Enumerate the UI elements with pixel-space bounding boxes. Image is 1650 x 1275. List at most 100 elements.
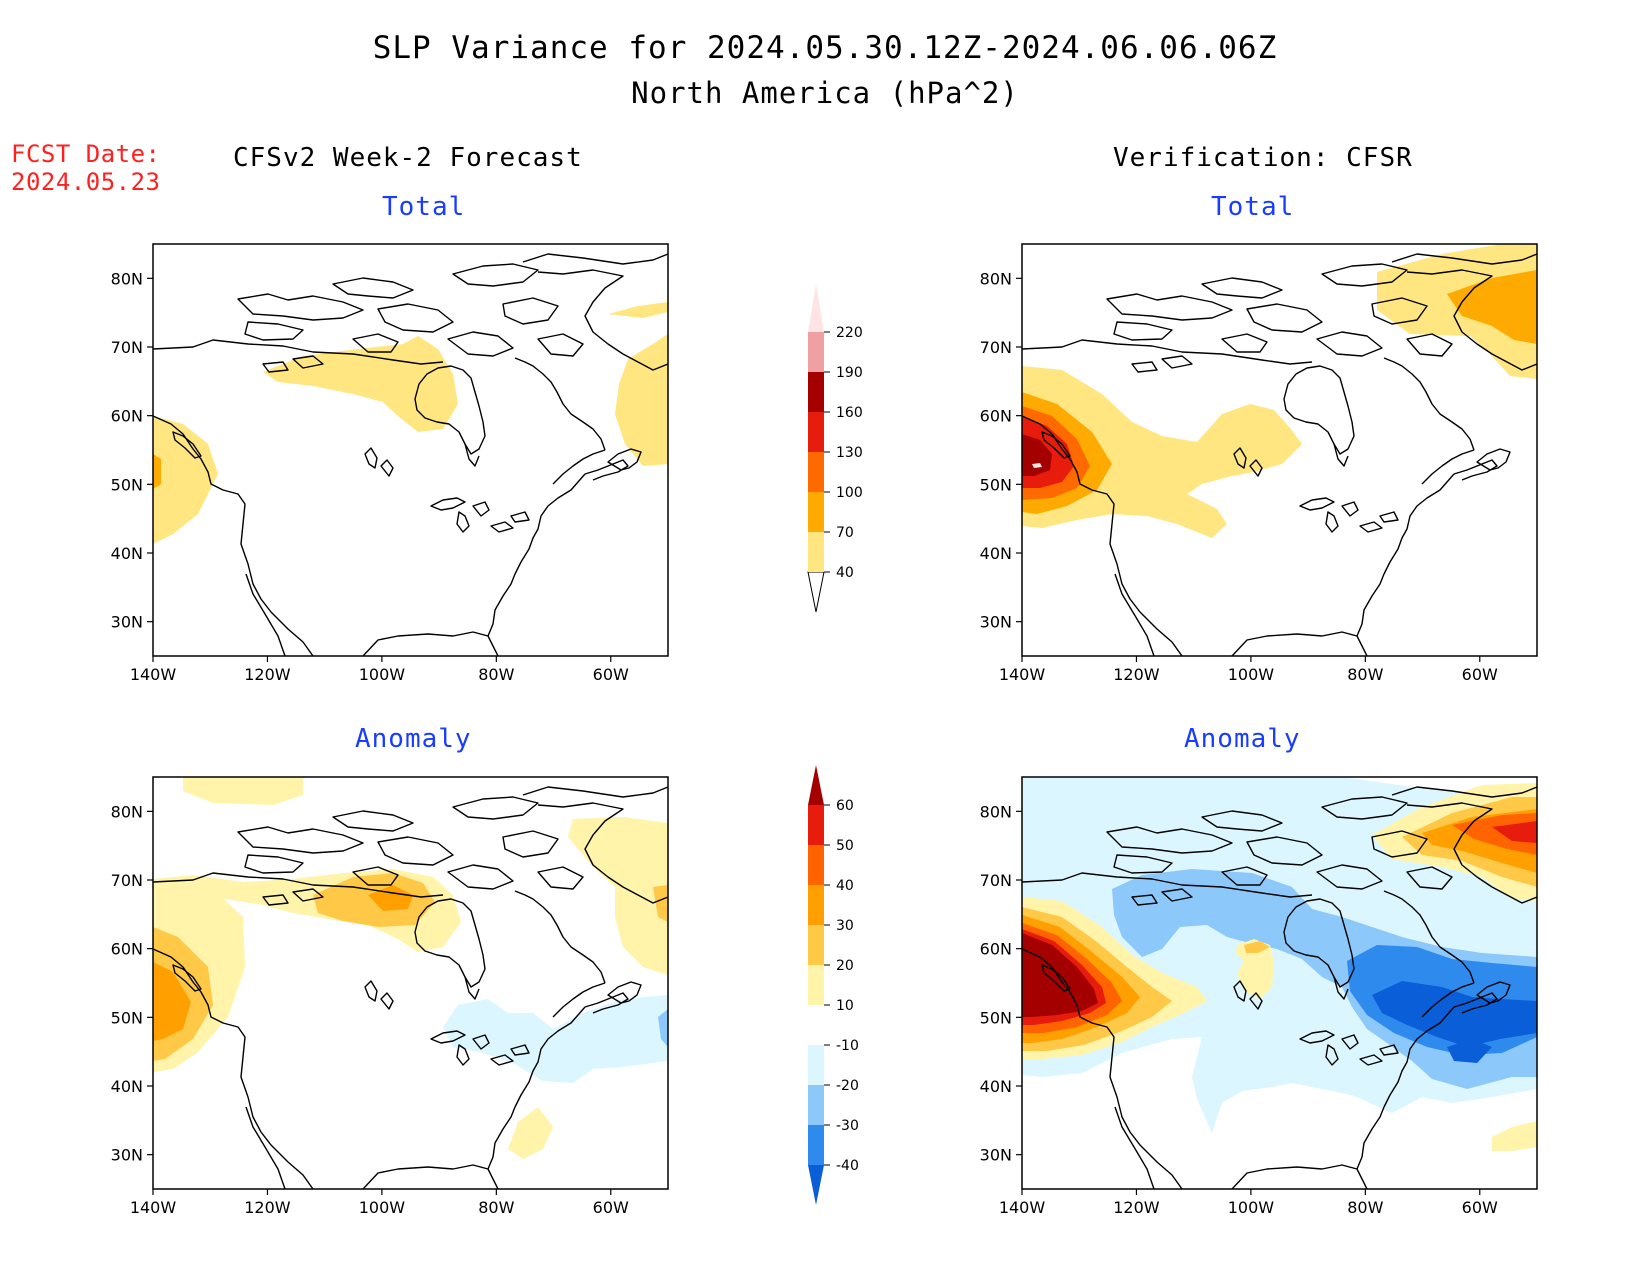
lon-tick-label: 100W [1228, 665, 1275, 684]
colorbar-label: -30 [836, 1118, 859, 1134]
colorbar-label: 30 [836, 918, 854, 934]
colorbar-label: -10 [836, 1038, 859, 1054]
colorbar-lower-extension [807, 571, 825, 613]
fcst-label: FCST Date: [11, 140, 161, 168]
verification-anomaly-map [1022, 777, 1537, 1189]
colorbar-label: -20 [836, 1078, 859, 1094]
colorbar-swatch [808, 1005, 824, 1045]
lat-tick-label: 30N [980, 1146, 1012, 1165]
lon-tick-label: 100W [359, 1198, 406, 1217]
colorbar-label: 10 [836, 998, 854, 1014]
lon-tick-label: 80W [478, 1198, 514, 1217]
lon-tick-label: 100W [359, 665, 406, 684]
colorbar-label: -40 [836, 1158, 859, 1174]
main-title: SLP Variance for 2024.05.30.12Z-2024.06.… [372, 30, 1278, 66]
lon-tick-label: 120W [244, 1198, 291, 1217]
colorbar-label: 190 [836, 365, 863, 381]
colorbar-label: 70 [836, 525, 854, 541]
lon-tick-label: 60W [1462, 1198, 1498, 1217]
lat-tick-label: 30N [980, 613, 1012, 632]
main-subtitle: North America (hPa^2) [631, 76, 1019, 110]
lat-tick-label: 60N [980, 940, 1012, 959]
lat-tick-label: 80N [980, 802, 1012, 821]
lat-tick-label: 70N [980, 871, 1012, 890]
forecast-anomaly-title: Anomaly [355, 724, 472, 754]
colorbar-upper-extension [808, 284, 824, 332]
verification-anomaly-title: Anomaly [1184, 724, 1301, 754]
lon-tick-label: 140W [130, 1198, 177, 1217]
colorbar-swatch [808, 1125, 824, 1165]
lon-tick-label: 120W [244, 665, 291, 684]
colorbar-swatch [808, 452, 824, 492]
fcst-date: 2024.05.23 [11, 168, 161, 196]
map-axes: 80N 70N 60N 50N 40N 30N 140W 120W 100W 80W 60W 80N 7… [111, 269, 1498, 1217]
lon-tick-label: 80W [478, 665, 514, 684]
colorbar-swatch [808, 372, 824, 412]
lon-tick-label: 120W [1113, 1198, 1160, 1217]
forecast-total-panel [152, 243, 669, 657]
lat-tick-label: 70N [980, 338, 1012, 357]
colorbar-lower-extension [808, 1165, 824, 1205]
colorbar-swatch [808, 925, 824, 965]
lat-tick-label: 50N [980, 475, 1012, 494]
colorbar-label: 160 [836, 405, 863, 421]
colorbar-swatch [808, 885, 824, 925]
lat-tick-label: 40N [111, 544, 143, 563]
lat-tick-label: 40N [111, 1077, 143, 1096]
colorbar-swatch [808, 1045, 824, 1085]
colorbar-swatch [808, 412, 824, 452]
colorbar-label: 130 [836, 445, 863, 461]
lat-tick-label: 50N [111, 1008, 143, 1027]
colorbar-label: 50 [836, 838, 854, 854]
lat-tick-label: 80N [111, 269, 143, 288]
lon-tick-label: 140W [999, 1198, 1046, 1217]
forecast-column-title: CFSv2 Week-2 Forecast [233, 143, 583, 173]
lon-tick-label: 120W [1113, 665, 1160, 684]
lat-tick-label: 50N [111, 475, 143, 494]
lat-tick-label: 30N [111, 613, 143, 632]
lon-tick-label: 80W [1347, 665, 1383, 684]
lat-tick-label: 80N [980, 269, 1012, 288]
colorbar-label: 40 [836, 565, 854, 581]
forecast-total-map [153, 253, 668, 656]
verification-anomaly-panel [1021, 776, 1538, 1190]
colorbar-label: 20 [836, 958, 854, 974]
verification-total-title: Total [1211, 192, 1295, 222]
colorbar-swatch [808, 1085, 824, 1125]
colorbar-label: 220 [836, 325, 863, 341]
lat-tick-label: 70N [111, 338, 143, 357]
lon-tick-label: 140W [999, 665, 1046, 684]
colorbar-swatch [808, 532, 824, 572]
verification-column-title: Verification: CFSR [1113, 143, 1413, 173]
lat-tick-label: 60N [980, 407, 1012, 426]
lon-tick-label: 80W [1347, 1198, 1383, 1217]
lat-tick-label: 80N [111, 802, 143, 821]
colorbar-swatch [808, 845, 824, 885]
lon-tick-label: 60W [1462, 665, 1498, 684]
forecast-total-title: Total [382, 192, 466, 222]
colorbar-label: 60 [836, 798, 854, 814]
colorbar-swatch [808, 492, 824, 532]
lat-tick-label: 40N [980, 544, 1012, 563]
lon-tick-label: 60W [593, 665, 629, 684]
lat-tick-label: 70N [111, 871, 143, 890]
anomaly-colorbar: -40 -30 -20 -10 10 20 30 40 50 60 [808, 765, 859, 1205]
lat-tick-label: 50N [980, 1008, 1012, 1027]
forecast-anomaly-map [153, 777, 668, 1189]
lat-tick-label: 60N [111, 407, 143, 426]
colorbar-swatch [808, 965, 824, 1005]
verification-total-panel [1021, 243, 1538, 657]
lat-tick-label: 30N [111, 1146, 143, 1165]
lat-tick-label: 60N [111, 940, 143, 959]
total-colorbar: 40 70 100 130 160 190 220 [807, 284, 863, 613]
lat-tick-label: 40N [980, 1077, 1012, 1096]
colorbar-label: 40 [836, 878, 854, 894]
forecast-anomaly-panel [152, 776, 669, 1190]
colorbar-swatch [808, 805, 824, 845]
verification-total-map [1022, 244, 1537, 656]
lon-tick-label: 140W [130, 665, 177, 684]
colorbar-swatch [808, 332, 824, 372]
lon-tick-label: 100W [1228, 1198, 1275, 1217]
colorbar-upper-extension [808, 765, 824, 805]
